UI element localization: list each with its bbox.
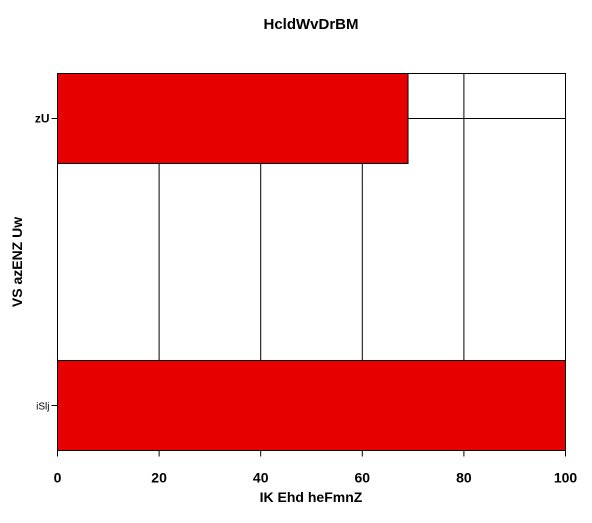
y-category-label: iSlj (36, 402, 49, 413)
x-tick-label: 20 (151, 470, 167, 486)
x-tick-label: 0 (54, 470, 62, 486)
y-category-label: zU (35, 112, 50, 126)
x-tick-label: 100 (554, 470, 578, 486)
x-tick-label: 40 (253, 470, 269, 486)
x-tick-label: 80 (456, 470, 472, 486)
bar-zU (57, 73, 409, 164)
bar-iSlj (57, 360, 566, 451)
x-axis-ticks: 0 20 40 60 80 100 (54, 450, 578, 486)
plot-frame (57, 73, 566, 451)
chart-title: HcldWvDrBM (263, 16, 358, 33)
x-axis-title: IK Ehd heFmnZ (260, 489, 363, 505)
y-axis-categories: zU iSlj (35, 112, 58, 413)
x-tick-label: 60 (355, 470, 371, 486)
y-axis-title: VS azENZ Uw (9, 217, 25, 307)
bars (57, 73, 566, 451)
